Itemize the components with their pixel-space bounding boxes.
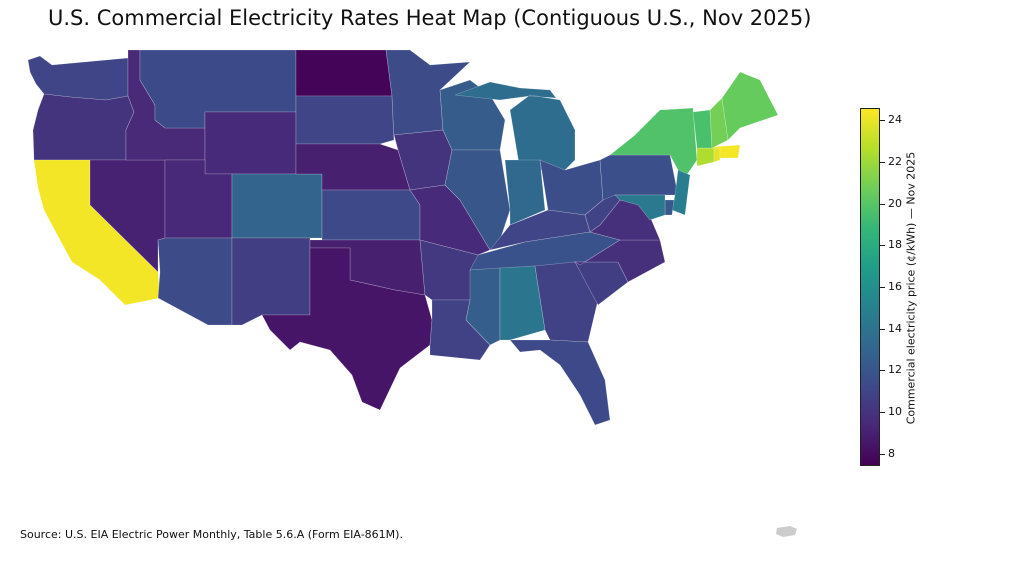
state-in (504, 159, 546, 226)
state-oh (539, 159, 604, 216)
state-la (429, 299, 491, 361)
state-ri (713, 147, 721, 163)
state-co (231, 173, 323, 239)
state-me (721, 71, 779, 141)
source-note: Source: U.S. EIA Electric Power Monthly,… (20, 528, 403, 541)
state-wa (27, 55, 129, 101)
state-ct (696, 147, 715, 167)
colorbar (860, 108, 880, 466)
state-nj (671, 169, 691, 216)
colorbar-label: Commercial electricity price (¢/kWh) — N… (904, 151, 918, 425)
state-md (614, 194, 666, 221)
state-al (499, 265, 546, 341)
state-pa (599, 154, 679, 201)
state-az (157, 237, 233, 326)
state-nd (295, 49, 393, 97)
puerto-rico-shape (776, 526, 797, 537)
state-de (664, 199, 675, 216)
state-wy (204, 111, 297, 175)
state-fl (509, 339, 611, 426)
map-title: U.S. Commercial Electricity Rates Heat M… (48, 6, 812, 30)
state-ks (321, 189, 421, 241)
state-nm (231, 237, 311, 326)
state-ma (696, 144, 741, 159)
state-tx (261, 247, 433, 411)
state-or (32, 93, 135, 161)
state-mi (454, 81, 576, 171)
state-sd (295, 95, 395, 145)
